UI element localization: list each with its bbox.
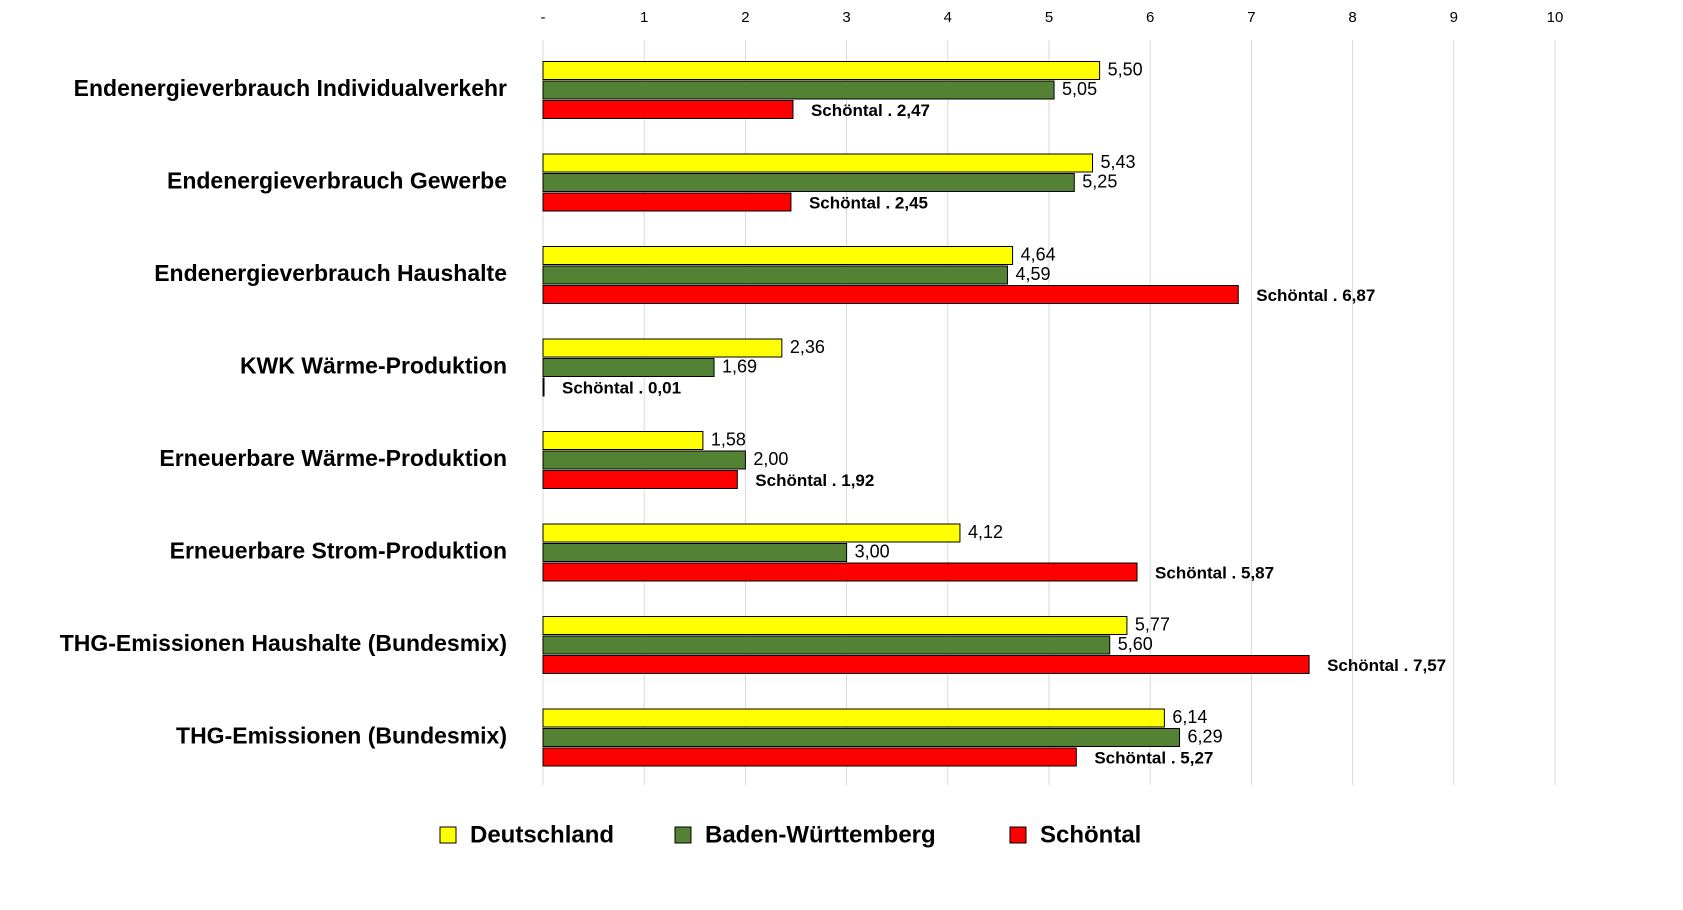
data-label: 5,60: [1118, 634, 1153, 654]
bar: [542, 80, 1055, 100]
data-label: 3,00: [855, 541, 890, 561]
data-label: Schöntal . 0,01: [562, 378, 681, 397]
bar: [542, 338, 783, 358]
legend-label: Schöntal: [1040, 821, 1141, 848]
y-tick-label: THG-Emissionen Haushalte (Bundesmix): [60, 630, 507, 656]
x-tick-label: 3: [842, 9, 850, 26]
data-label: Schöntal . 5,87: [1155, 563, 1274, 582]
data-label: 5,43: [1101, 152, 1136, 172]
x-tick-label: 9: [1450, 9, 1458, 26]
bar: [542, 728, 1181, 747]
y-tick-label: Endenergieverbrauch Gewerbe: [167, 168, 507, 194]
bar: [542, 655, 1310, 674]
bar: [542, 747, 1077, 767]
data-label: Schöntal . 5,27: [1094, 748, 1213, 767]
bar: [542, 562, 1138, 582]
data-label: 2,00: [753, 449, 788, 469]
legend-label: Baden-Württemberg: [705, 821, 936, 848]
bar: [542, 192, 792, 212]
x-tick-label: 10: [1547, 9, 1564, 26]
bar: [542, 523, 961, 543]
x-tick-label: 5: [1045, 9, 1053, 26]
data-label: 5,05: [1062, 79, 1097, 99]
bar: [542, 246, 1014, 265]
x-tick-label: 7: [1247, 9, 1255, 26]
data-label: Schöntal . 1,92: [755, 471, 874, 490]
legend-swatch: [439, 826, 457, 844]
bar: [542, 173, 1075, 192]
data-label: 4,64: [1021, 244, 1056, 264]
data-label: Schöntal . 6,87: [1256, 286, 1375, 305]
bar: [542, 470, 738, 489]
data-label: 6,29: [1188, 726, 1223, 746]
bar: [542, 61, 1101, 80]
bar: [542, 377, 545, 397]
bar: [542, 616, 1128, 635]
bar: [542, 100, 794, 119]
x-tick-label: 6: [1146, 9, 1154, 26]
legend-swatch: [1009, 826, 1027, 844]
data-label: 5,77: [1135, 614, 1170, 634]
data-label: 2,36: [790, 337, 825, 357]
data-label: Schöntal . 2,45: [809, 193, 928, 212]
data-label: Schöntal . 7,57: [1327, 656, 1446, 675]
data-label: 1,58: [711, 429, 746, 449]
bar: [542, 708, 1165, 728]
y-tick-label: Erneuerbare Wärme-Produktion: [159, 445, 507, 471]
bar: [542, 265, 1009, 285]
y-tick-label: Erneuerbare Strom-Produktion: [170, 538, 507, 564]
y-tick-label: Endenergieverbrauch Individualverkehr: [74, 75, 507, 101]
data-label: 4,12: [968, 522, 1003, 542]
data-label: 4,59: [1016, 264, 1051, 284]
bar: [542, 450, 746, 470]
y-tick-label: THG-Emissionen (Bundesmix): [176, 723, 507, 749]
data-label: 6,14: [1172, 707, 1207, 727]
x-tick-label: 1: [640, 9, 648, 26]
bar: [542, 285, 1239, 304]
x-tick-label: -: [541, 9, 546, 26]
x-tick-label: 4: [944, 9, 952, 26]
legend-swatch: [674, 826, 692, 844]
x-tick-label: 2: [741, 9, 749, 26]
bar: [542, 153, 1094, 173]
data-label: 5,25: [1082, 171, 1117, 191]
legend-label: Deutschland: [470, 821, 614, 848]
bar: [542, 543, 848, 562]
y-tick-label: KWK Wärme-Produktion: [240, 353, 507, 379]
y-tick-label: Endenergieverbrauch Haushalte: [154, 260, 507, 286]
data-label: 1,69: [722, 356, 757, 376]
bar: [542, 431, 704, 450]
data-label: 5,50: [1108, 59, 1143, 79]
data-label: Schöntal . 2,47: [811, 101, 930, 120]
bar: [542, 358, 715, 377]
x-tick-label: 8: [1348, 9, 1356, 26]
bar: [542, 635, 1111, 655]
